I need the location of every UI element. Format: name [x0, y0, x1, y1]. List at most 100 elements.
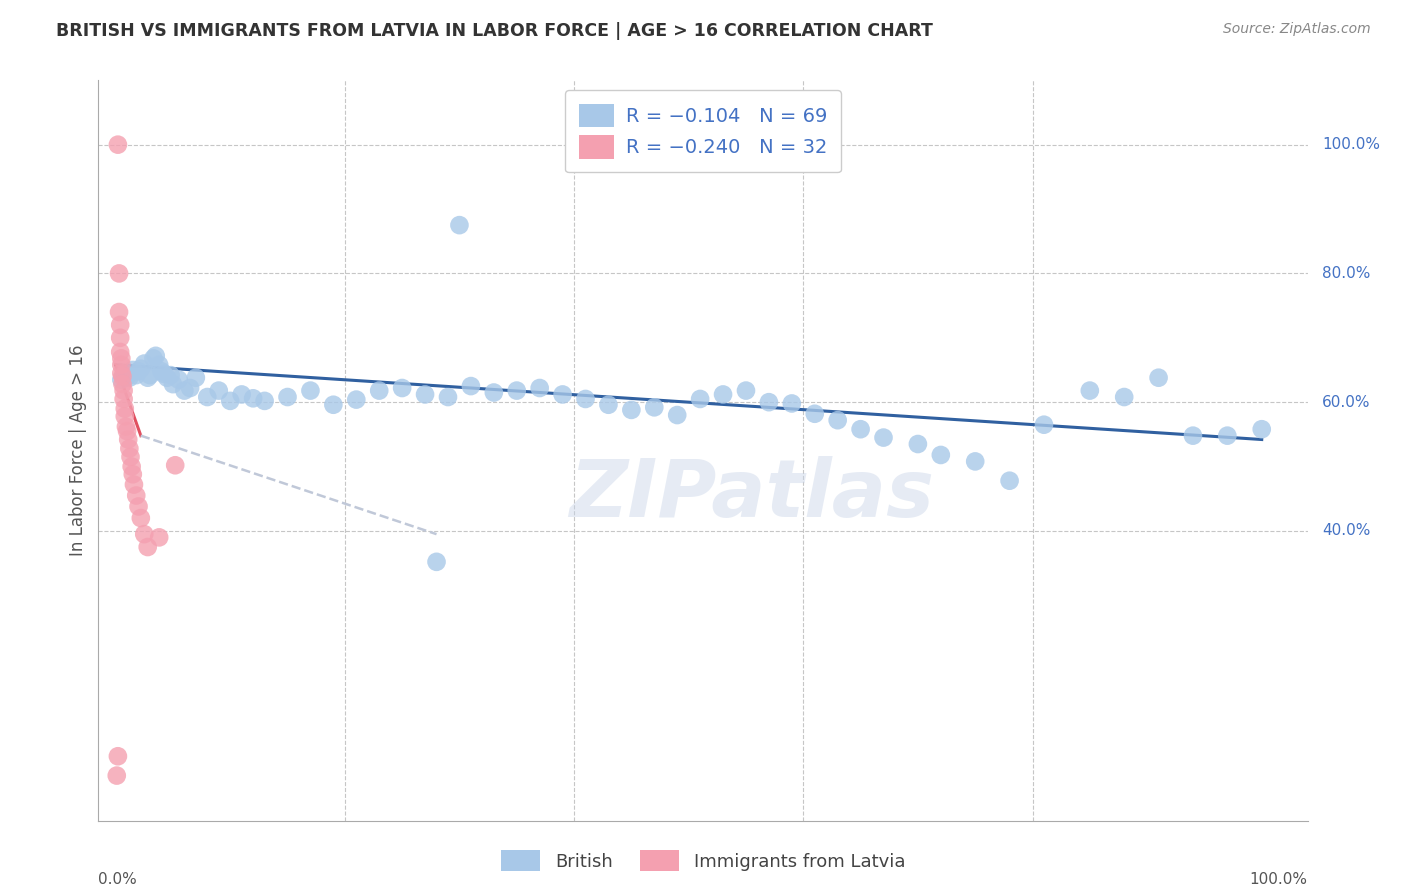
Point	[437, 390, 460, 404]
Point	[148, 358, 170, 372]
Point	[110, 351, 132, 366]
Point	[110, 373, 132, 387]
Point	[242, 392, 264, 406]
Point	[115, 369, 138, 384]
Point	[551, 387, 574, 401]
Y-axis label: In Labor Force | Age > 16: In Labor Force | Age > 16	[69, 344, 87, 557]
Point	[391, 381, 413, 395]
Point	[803, 407, 825, 421]
Point	[108, 331, 131, 345]
Text: BRITISH VS IMMIGRANTS FROM LATVIA IN LABOR FORCE | AGE > 16 CORRELATION CHART: BRITISH VS IMMIGRANTS FROM LATVIA IN LAB…	[56, 22, 934, 40]
Point	[219, 393, 242, 408]
Point	[156, 370, 179, 384]
Point	[827, 413, 849, 427]
Point	[115, 424, 138, 438]
Point	[998, 474, 1021, 488]
Point	[872, 431, 894, 445]
Point	[105, 768, 128, 782]
Point	[620, 403, 643, 417]
Point	[460, 379, 482, 393]
Point	[574, 392, 596, 406]
Point	[1216, 428, 1239, 442]
Point	[115, 419, 138, 434]
Text: 0.0%: 0.0%	[98, 872, 138, 888]
Point	[735, 384, 758, 398]
Point	[118, 370, 141, 384]
Point	[121, 467, 143, 482]
Point	[368, 384, 391, 398]
Text: 80.0%: 80.0%	[1322, 266, 1371, 281]
Point	[277, 390, 299, 404]
Point	[136, 370, 159, 384]
Point	[929, 448, 952, 462]
Point	[482, 385, 505, 400]
Point	[121, 459, 143, 474]
Point	[758, 395, 780, 409]
Point	[849, 422, 872, 436]
Point	[111, 377, 134, 392]
Point	[1147, 370, 1170, 384]
Point	[689, 392, 711, 406]
Text: 40.0%: 40.0%	[1322, 524, 1371, 539]
Point	[1250, 422, 1272, 436]
Point	[165, 458, 187, 473]
Point	[118, 442, 141, 456]
Point	[413, 387, 436, 401]
Point	[122, 477, 145, 491]
Point	[128, 364, 150, 378]
Point	[125, 489, 148, 503]
Point	[666, 408, 689, 422]
Point	[208, 384, 231, 398]
Point	[112, 384, 135, 398]
Point	[152, 367, 174, 381]
Text: 100.0%: 100.0%	[1250, 872, 1308, 888]
Point	[711, 387, 734, 401]
Point	[145, 349, 167, 363]
Point	[965, 454, 987, 468]
Point	[107, 137, 129, 152]
Point	[529, 381, 551, 395]
Point	[907, 437, 929, 451]
Text: 60.0%: 60.0%	[1322, 394, 1371, 409]
Point	[159, 368, 181, 383]
Point	[780, 396, 803, 410]
Point	[322, 398, 344, 412]
Point	[253, 393, 276, 408]
Legend: R = −0.104   N = 69, R = −0.240   N = 32: R = −0.104 N = 69, R = −0.240 N = 32	[565, 90, 841, 172]
Point	[167, 373, 190, 387]
Text: 100.0%: 100.0%	[1322, 137, 1381, 153]
Point	[110, 358, 132, 372]
Point	[117, 433, 139, 447]
Point	[134, 357, 156, 371]
Point	[506, 384, 529, 398]
Point	[108, 345, 131, 359]
Point	[162, 377, 184, 392]
Point	[449, 218, 471, 232]
Point	[107, 749, 129, 764]
Point	[142, 351, 165, 366]
Point	[108, 305, 131, 319]
Point	[111, 369, 134, 384]
Point	[195, 390, 218, 404]
Text: ZIPatlas: ZIPatlas	[569, 456, 934, 534]
Point	[112, 392, 135, 406]
Point	[121, 363, 143, 377]
Point	[110, 366, 132, 380]
Point	[114, 409, 136, 424]
Point	[184, 370, 207, 384]
Point	[1033, 417, 1056, 432]
Point	[136, 540, 159, 554]
Text: Source: ZipAtlas.com: Source: ZipAtlas.com	[1223, 22, 1371, 37]
Point	[598, 398, 620, 412]
Point	[114, 366, 136, 380]
Point	[134, 527, 156, 541]
Point	[1181, 428, 1204, 442]
Point	[139, 368, 162, 383]
Point	[231, 387, 253, 401]
Point	[114, 401, 136, 416]
Point	[150, 364, 173, 378]
Point	[173, 384, 195, 398]
Point	[128, 500, 150, 514]
Point	[120, 450, 142, 464]
Point	[148, 530, 170, 544]
